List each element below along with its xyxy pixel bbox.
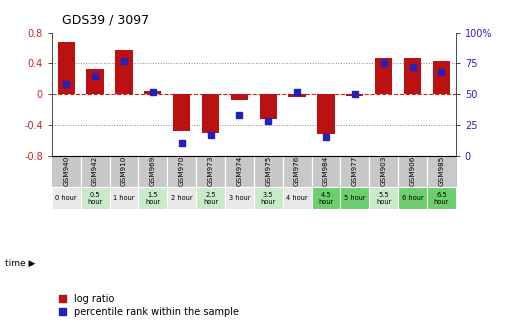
Bar (225, 187, 254, 209)
Text: GSM977: GSM977 (352, 156, 358, 186)
Bar (346, 94, 364, 96)
Text: 2 hour: 2 hour (171, 195, 193, 201)
Text: 2.5
hour: 2.5 hour (203, 192, 218, 205)
Text: 0 hour: 0 hour (55, 195, 77, 201)
Text: GSM906: GSM906 (410, 156, 415, 186)
Text: GSM974: GSM974 (236, 156, 242, 186)
Text: 1.5
hour: 1.5 hour (145, 192, 161, 205)
Text: GSM973: GSM973 (208, 156, 213, 186)
Bar (231, 94, 248, 100)
Bar (202, 94, 219, 132)
Bar (283, 156, 311, 187)
Text: GSM940: GSM940 (63, 156, 69, 186)
Bar (369, 156, 398, 187)
Bar (138, 187, 167, 209)
Bar (433, 61, 450, 94)
Bar (289, 94, 306, 97)
Bar (427, 187, 456, 209)
Text: 6.5
hour: 6.5 hour (434, 192, 449, 205)
Bar (167, 156, 196, 187)
Bar (196, 187, 225, 209)
Text: 5 hour: 5 hour (344, 195, 366, 201)
Bar (283, 187, 311, 209)
Bar (375, 58, 392, 94)
Bar (81, 156, 109, 187)
Bar (311, 156, 340, 187)
Text: 6 hour: 6 hour (402, 195, 423, 201)
Bar (260, 94, 277, 119)
Text: 3.5
hour: 3.5 hour (261, 192, 276, 205)
Bar (52, 187, 81, 209)
Text: GSM942: GSM942 (92, 156, 98, 186)
Text: 3 hour: 3 hour (228, 195, 250, 201)
Bar (138, 156, 167, 187)
Bar (87, 69, 104, 94)
Bar (340, 187, 369, 209)
Bar (311, 187, 340, 209)
Bar (167, 187, 196, 209)
Bar (404, 58, 421, 94)
Bar (398, 187, 427, 209)
Text: GSM970: GSM970 (179, 156, 185, 186)
Text: time ▶: time ▶ (5, 259, 36, 268)
Bar (196, 156, 225, 187)
Bar (144, 91, 162, 94)
Legend: log ratio, percentile rank within the sample: log ratio, percentile rank within the sa… (56, 292, 241, 319)
Text: GSM910: GSM910 (121, 156, 127, 186)
Text: GDS39 / 3097: GDS39 / 3097 (62, 13, 149, 26)
Bar (173, 94, 190, 131)
Text: GSM975: GSM975 (265, 156, 271, 186)
Text: GSM903: GSM903 (381, 156, 387, 186)
Bar (57, 42, 75, 94)
Bar (81, 187, 109, 209)
Bar (52, 156, 81, 187)
Text: GSM984: GSM984 (323, 156, 329, 186)
Text: 0.5
hour: 0.5 hour (88, 192, 103, 205)
Bar (398, 156, 427, 187)
Bar (116, 50, 133, 94)
Text: GSM969: GSM969 (150, 156, 156, 186)
Bar (340, 156, 369, 187)
Text: 5.5
hour: 5.5 hour (376, 192, 391, 205)
Bar (369, 187, 398, 209)
Text: 1 hour: 1 hour (113, 195, 135, 201)
Text: GSM976: GSM976 (294, 156, 300, 186)
Bar (109, 187, 138, 209)
Text: 4.5
hour: 4.5 hour (319, 192, 334, 205)
Bar (427, 156, 456, 187)
Bar (318, 94, 335, 134)
Text: 4 hour: 4 hour (286, 195, 308, 201)
Text: GSM985: GSM985 (438, 156, 444, 186)
Bar (254, 187, 283, 209)
Bar (225, 156, 254, 187)
Bar (254, 156, 283, 187)
Bar (109, 156, 138, 187)
